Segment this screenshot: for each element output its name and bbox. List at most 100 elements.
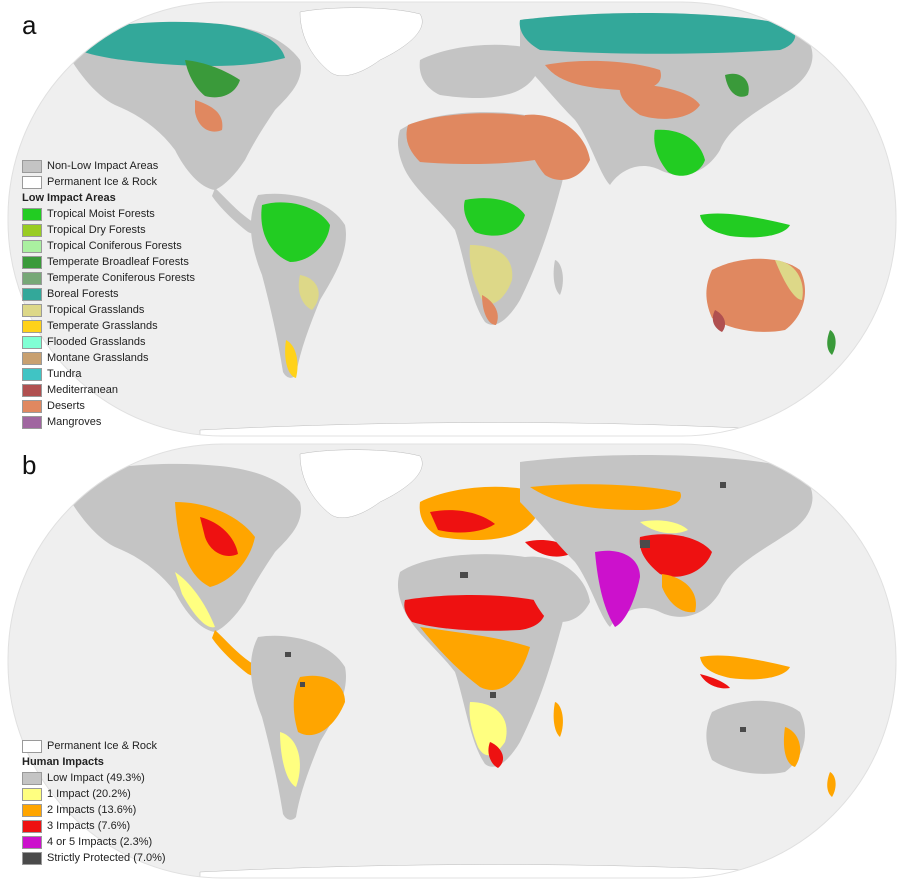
legend-swatch	[22, 335, 42, 349]
legend-swatch	[22, 803, 42, 817]
argentina-impacts	[280, 732, 300, 787]
panel-a: a Non-Low Impact Areas Permanent Ice & Ro…	[0, 0, 904, 440]
legend-item: Deserts	[22, 398, 195, 414]
world-map-human-impacts	[7, 443, 897, 879]
legend-swatch	[22, 771, 42, 785]
arabia	[524, 556, 590, 622]
legend-label: 2 Impacts (13.6%)	[47, 804, 137, 816]
legend-swatch	[22, 367, 42, 381]
legend-item: Permanent Ice & Rock	[22, 174, 195, 190]
legend-label: Mangroves	[47, 416, 102, 428]
legend-item: Tropical Coniferous Forests	[22, 238, 195, 254]
legend-item: 3 Impacts (7.6%)	[22, 818, 166, 834]
legend-item: Flooded Grasslands	[22, 334, 195, 350]
legend-swatch	[22, 351, 42, 365]
legend-label: Non-Low Impact Areas	[47, 160, 159, 172]
se-asia-impacts	[662, 574, 696, 613]
south-africa-impacts	[488, 742, 504, 768]
arabian-desert	[524, 114, 590, 180]
java-impacts	[700, 674, 730, 689]
legend-swatch	[22, 835, 42, 849]
legend-swatch	[22, 303, 42, 317]
legend-label: Strictly Protected (7.0%)	[47, 852, 166, 864]
north-america	[60, 463, 301, 632]
new-zealand	[827, 330, 836, 355]
legend-item: Non-Low Impact Areas	[22, 158, 195, 174]
indonesia-forest	[700, 213, 790, 238]
legend-item: Mangroves	[22, 414, 195, 430]
legend-item: Permanent Ice & Rock	[22, 738, 166, 754]
panel-label-a: a	[22, 10, 37, 40]
legend-label: Tundra	[47, 368, 82, 380]
legend-label: Permanent Ice & Rock	[47, 740, 158, 752]
congo-forest	[464, 198, 525, 236]
protected-area	[640, 540, 650, 548]
legend-ecoregions: Non-Low Impact Areas Permanent Ice & Rock…	[22, 158, 195, 430]
panel-b: b Permanent Ice & Rock Human Impacts Low…	[0, 442, 904, 883]
legend-label: 1 Impact (20.2%)	[47, 788, 131, 800]
protected-area	[720, 482, 726, 488]
siberia-boreal	[519, 13, 796, 54]
protected-area	[300, 682, 305, 687]
legend-item: 2 Impacts (13.6%)	[22, 802, 166, 818]
australia-grassland	[775, 260, 803, 300]
legend-heading: Low Impact Areas	[22, 192, 116, 204]
protected-area	[490, 692, 496, 698]
east-australia-impacts	[783, 727, 801, 767]
legend-label: Tropical Coniferous Forests	[47, 240, 182, 252]
legend-label: Mediterranean	[47, 384, 118, 396]
legend-label: 4 or 5 Impacts (2.3%)	[47, 836, 153, 848]
se-asia-forest	[654, 129, 705, 176]
russia-impacts	[530, 484, 681, 510]
legend-swatch	[22, 399, 42, 413]
southern-africa-impacts	[469, 702, 507, 756]
legend-label: Temperate Broadleaf Forests	[47, 256, 189, 268]
protected-area	[460, 572, 468, 578]
indonesia-impacts	[700, 655, 790, 680]
legend-label: Montane Grasslands	[47, 352, 149, 364]
legend-label: Boreal Forests	[47, 288, 119, 300]
legend-item: Boreal Forests	[22, 286, 195, 302]
legend-label: Tropical Moist Forests	[47, 208, 155, 220]
legend-item: Temperate Coniferous Forests	[22, 270, 195, 286]
central-asia-desert	[545, 60, 661, 91]
sahel-impacts	[404, 595, 546, 631]
west-central-africa-impacts	[420, 627, 530, 691]
na-desert	[195, 100, 223, 132]
legend-item: Low Impact (49.3%)	[22, 770, 166, 786]
sa-grassland	[298, 275, 319, 310]
legend-label: Permanent Ice & Rock	[47, 176, 158, 188]
sahara-desert	[406, 113, 548, 165]
amazon-forest	[261, 202, 330, 262]
legend-item: Tropical Dry Forests	[22, 222, 195, 238]
legend-swatch	[22, 739, 42, 753]
legend-human-impacts: Permanent Ice & Rock Human Impacts Low I…	[22, 738, 166, 866]
legend-item: 1 Impact (20.2%)	[22, 786, 166, 802]
legend-swatch	[22, 383, 42, 397]
greenland-ice	[299, 7, 423, 76]
legend-swatch	[22, 287, 42, 301]
kalahari-desert	[482, 295, 498, 325]
legend-swatch	[22, 319, 42, 333]
legend-heading: Human Impacts	[22, 756, 104, 768]
southern-africa-grassland	[469, 245, 513, 304]
new-zealand	[827, 772, 836, 797]
legend-swatch	[22, 239, 42, 253]
mongolia-impacts	[640, 520, 688, 534]
legend-item: Mediterranean	[22, 382, 195, 398]
legend-item: Tropical Grasslands	[22, 302, 195, 318]
east-asia-forest	[725, 73, 749, 97]
legend-swatch	[22, 271, 42, 285]
na-boreal-tundra	[60, 21, 285, 67]
legend-label: Low Impact (49.3%)	[47, 772, 145, 784]
legend-item: Tundra	[22, 366, 195, 382]
australia-desert	[706, 258, 805, 332]
protected-area	[740, 727, 746, 732]
legend-swatch	[22, 255, 42, 269]
world-map-ecoregions	[7, 1, 897, 437]
legend-item: Temperate Grasslands	[22, 318, 195, 334]
legend-label: 3 Impacts (7.6%)	[47, 820, 131, 832]
panel-label-b: b	[22, 450, 37, 480]
madagascar	[553, 702, 563, 737]
legend-swatch	[22, 175, 42, 189]
